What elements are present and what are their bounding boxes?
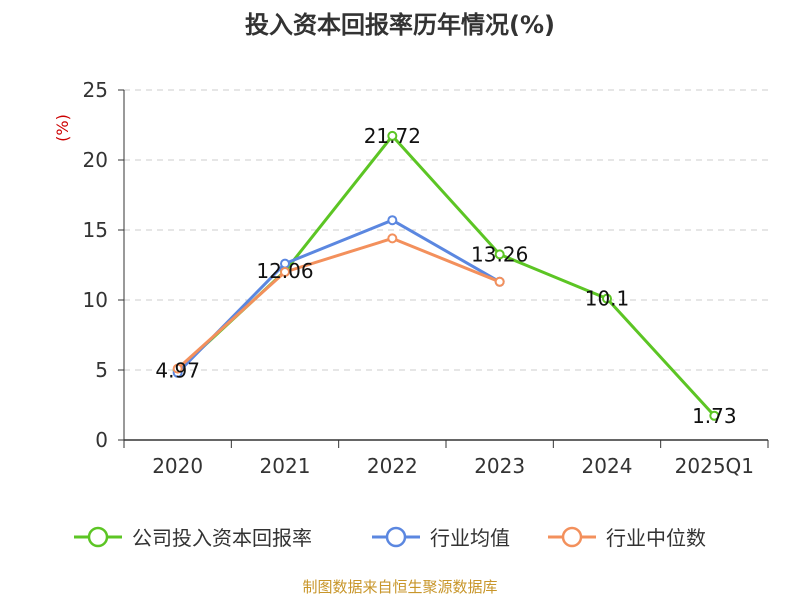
x-tick-label-2023: 2023 [474, 454, 525, 478]
source-note: 制图数据来自恒生聚源数据库 [302, 578, 497, 596]
y-tick-label: 0 [95, 428, 108, 452]
series-2-point-2023 [494, 276, 505, 287]
data-label-2020: 4.97 [155, 358, 200, 382]
data-labels: 4.97 12.06 21.72 13.26 10.1 1.73 [155, 124, 736, 428]
y-tick-label: 10 [83, 288, 108, 312]
series-2-point-2020 [172, 363, 183, 374]
axes: 0 5 10 15 20 25 2020 2021 2022 2023 2024 2025Q1 [83, 78, 769, 478]
data-label-2025Q1: 1.73 [692, 404, 737, 428]
series-layer [172, 130, 720, 421]
legend-label-1: 行业均值 [430, 526, 510, 550]
y-axis-unit-label: (%) [53, 114, 72, 142]
series-2-point-2022 [387, 233, 398, 244]
data-label-2021: 12.06 [256, 259, 313, 283]
legend-swatch-marker-0 [87, 526, 109, 548]
y-tick-label: 15 [83, 218, 108, 242]
series-line-1 [176, 218, 501, 374]
y-tick-label: 25 [83, 78, 108, 102]
series-0-point-2025Q1 [709, 410, 720, 421]
y-tick-label: 5 [95, 358, 108, 382]
series-2-point-2021 [280, 267, 290, 277]
data-label-2024: 10.1 [585, 287, 630, 311]
data-label-2022: 21.72 [364, 124, 421, 148]
legend-label-0: 公司投入资本回报率 [132, 526, 312, 550]
grid-lines [124, 89, 768, 371]
x-tick-label-2022: 2022 [367, 454, 418, 478]
x-tick-label-2024: 2024 [582, 454, 633, 478]
series-0-point-2024 [602, 293, 612, 304]
series-0-point-2022 [387, 130, 398, 141]
data-label-2023: 13.26 [471, 242, 528, 266]
x-tick-label-2020: 2020 [152, 454, 203, 478]
series-line-2 [176, 236, 501, 370]
series-0-point-2023 [494, 249, 505, 260]
legend-swatch-marker-2 [561, 526, 583, 548]
x-tick-label-2025Q1: 2025Q1 [675, 454, 754, 478]
series-1-point-2022 [387, 215, 398, 226]
chart-title: 投入资本回报率历年情况(%) [245, 11, 555, 39]
legend: 公司投入资本回报率 行业均值 行业中位数 [74, 526, 706, 550]
legend-swatch-marker-1 [385, 526, 407, 548]
legend-label-2: 行业中位数 [606, 526, 706, 550]
y-tick-label: 20 [83, 148, 108, 172]
x-tick-label-2021: 2021 [260, 454, 311, 478]
